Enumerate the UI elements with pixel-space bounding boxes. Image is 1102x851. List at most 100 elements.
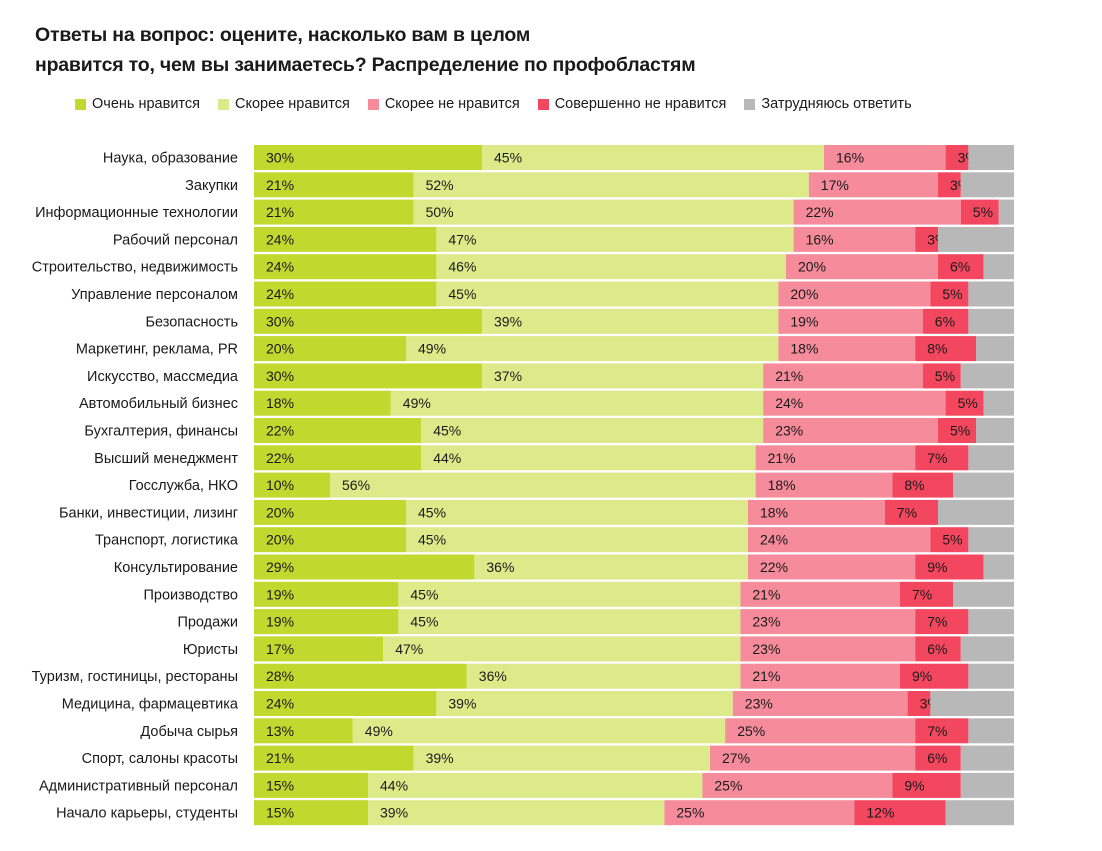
bar-segment <box>915 554 984 580</box>
data-label: 39% <box>448 696 476 712</box>
data-label: 21% <box>266 204 294 220</box>
data-label: 24% <box>775 395 803 411</box>
bar-segment <box>254 418 422 443</box>
bar-segment <box>960 636 1014 662</box>
bar-segment <box>930 281 969 307</box>
bar-segment <box>254 390 391 416</box>
bar-segment <box>945 390 984 416</box>
bar-segment <box>254 527 406 553</box>
data-label: 23% <box>775 423 803 439</box>
category-label: Транспорт, логистика <box>95 533 239 549</box>
category-label: Информационные технологии <box>35 205 238 221</box>
bar-segment <box>710 745 916 771</box>
bar-segment <box>740 581 900 607</box>
bar-segment <box>702 772 893 798</box>
bar-segment <box>968 718 1014 744</box>
bar-segment <box>254 499 406 525</box>
bar-segment <box>938 418 976 443</box>
data-label: 17% <box>266 641 294 657</box>
bar-segment <box>254 199 414 225</box>
data-label: 50% <box>426 204 454 220</box>
bar-segment <box>755 445 916 471</box>
bar-segment <box>368 800 665 826</box>
bar-segment <box>763 390 946 416</box>
bar-segment <box>421 445 756 471</box>
bar-segment <box>725 718 916 744</box>
bar-segment <box>892 772 961 798</box>
data-label: 45% <box>494 150 522 166</box>
bar-segment <box>406 336 779 362</box>
bar-segment <box>786 254 938 280</box>
bar-segment <box>254 581 399 607</box>
chart-title-line-1: Ответы на вопрос: оцените, насколько вам… <box>35 24 531 46</box>
chart-title: Ответы на вопрос: оцените, насколько вам… <box>35 20 696 80</box>
bar-segment <box>778 308 923 334</box>
legend-item-rather-like: Скорее нравится <box>218 96 350 112</box>
bar-segment <box>915 445 969 471</box>
bar-segment <box>436 254 786 280</box>
bar-segment <box>436 281 779 307</box>
legend-label: Совершенно не нравится <box>554 96 727 112</box>
data-label: 20% <box>790 286 818 302</box>
category-label: Безопасность <box>146 314 239 330</box>
data-label: 21% <box>266 750 294 766</box>
category-label: Управление персоналом <box>71 287 238 303</box>
bar-segment <box>960 772 1014 798</box>
data-label: 56% <box>342 477 370 493</box>
data-label: 19% <box>790 313 818 329</box>
bar-segment <box>968 527 1014 553</box>
bar-segment <box>755 472 893 498</box>
bar-segment <box>976 418 1014 443</box>
data-label: 49% <box>365 723 393 739</box>
data-label: 18% <box>790 341 818 357</box>
bar-segment <box>383 636 741 662</box>
bar-segment <box>254 145 482 170</box>
data-label: 44% <box>433 450 461 466</box>
category-label: Закупки <box>185 178 238 194</box>
bar-segment <box>254 445 422 471</box>
data-label: 21% <box>775 368 803 384</box>
data-label: 39% <box>426 750 454 766</box>
bar-segment <box>254 172 414 198</box>
bar-segment <box>953 581 1014 607</box>
data-label: 7% <box>927 723 947 739</box>
data-label: 24% <box>266 286 294 302</box>
bar-segment <box>938 254 984 280</box>
bar-segment <box>482 308 779 334</box>
bar-segment <box>740 609 916 635</box>
data-label: 8% <box>904 477 924 493</box>
data-label: 52% <box>426 177 454 193</box>
data-label: 45% <box>448 286 476 302</box>
legend-item-rather-dislike: Скорее не нравится <box>367 96 520 112</box>
bar-segment <box>793 226 916 252</box>
bar-segment <box>664 800 855 826</box>
bar-segment <box>778 336 916 362</box>
bar-segment <box>915 636 961 662</box>
category-label: Медицина, фармацевтика <box>62 697 239 713</box>
bar-segment <box>983 254 1014 280</box>
bar-segment <box>854 800 946 826</box>
data-label: 25% <box>714 777 742 793</box>
data-label: 8% <box>927 341 947 357</box>
bar-segment <box>254 609 399 635</box>
bar-segment <box>953 472 1014 498</box>
data-label: 24% <box>760 532 788 548</box>
data-label: 44% <box>380 777 408 793</box>
bar-segment <box>421 418 764 443</box>
bar-segment <box>960 363 1014 389</box>
data-label: 24% <box>266 231 294 247</box>
data-label: 5% <box>942 286 962 302</box>
bar-segment <box>930 691 1014 716</box>
legend-swatch <box>537 98 549 110</box>
data-label: 6% <box>927 750 947 766</box>
data-label: 16% <box>836 150 864 166</box>
bar-segment <box>983 554 1014 580</box>
bar-segment <box>748 554 916 580</box>
bar-segment <box>732 691 908 716</box>
data-label: 9% <box>904 777 924 793</box>
data-label: 39% <box>494 313 522 329</box>
data-label: 20% <box>266 341 294 357</box>
data-label: 47% <box>448 231 476 247</box>
bar-segment <box>900 581 954 607</box>
